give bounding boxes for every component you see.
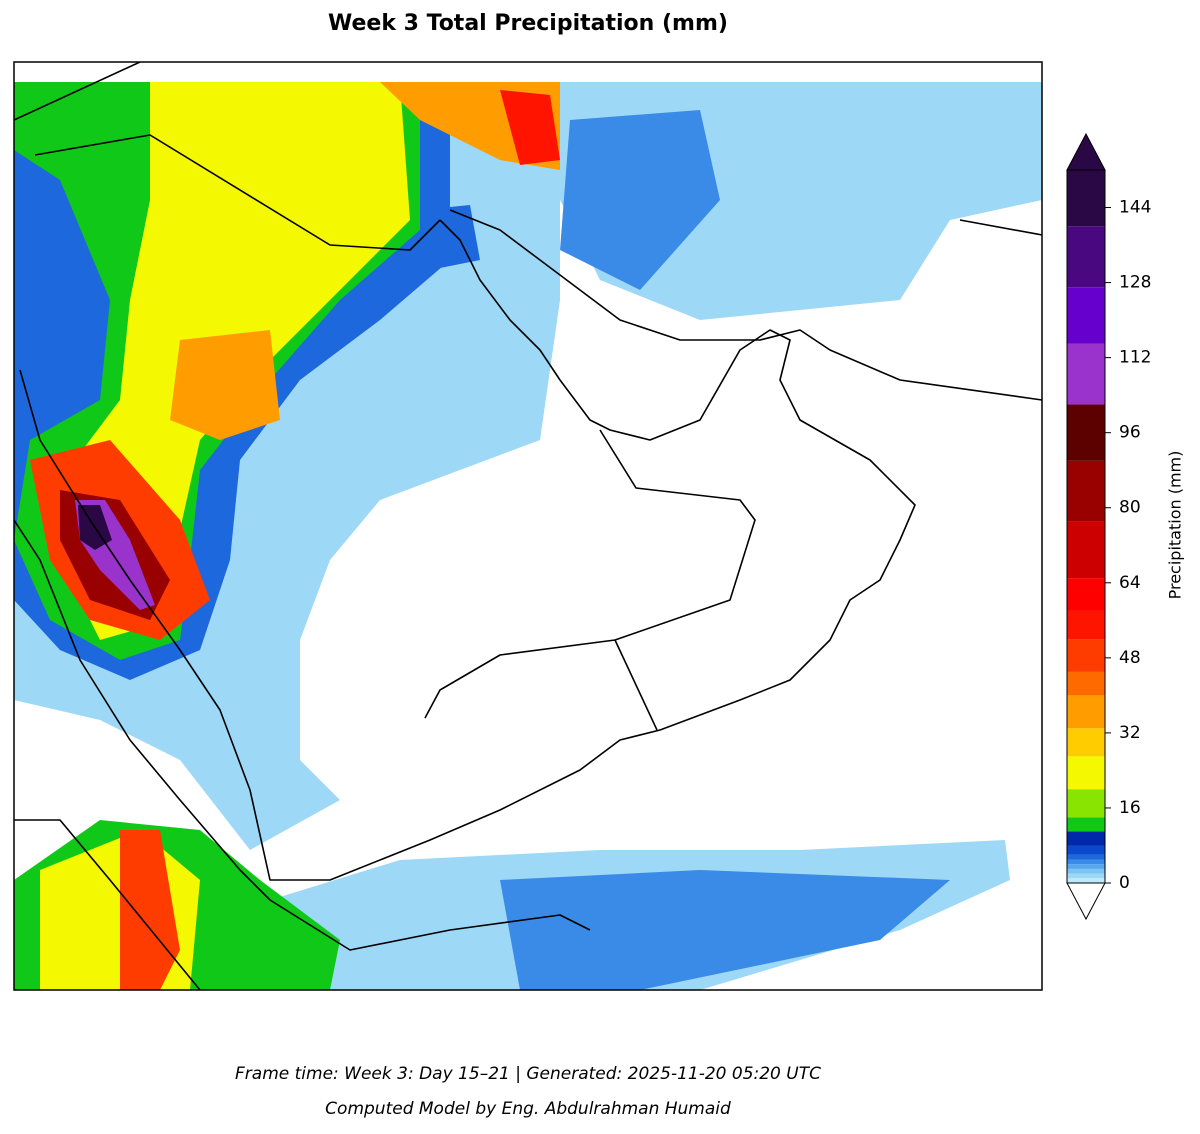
colorbar-extend-over	[1066, 132, 1106, 171]
colorbar-band	[1067, 226, 1105, 288]
colorbar-band	[1067, 578, 1105, 611]
colorbar-band	[1067, 671, 1105, 696]
colorbar-band	[1067, 864, 1105, 869]
colorbar-band	[1067, 878, 1105, 883]
colorbar-band	[1067, 845, 1105, 855]
colorbar-band	[1067, 854, 1105, 860]
colorbar-band	[1067, 873, 1105, 879]
colorbar-band	[1067, 817, 1105, 832]
colorbar-band	[1067, 343, 1105, 405]
colorbar-tick-label: 48	[1119, 648, 1141, 668]
footer-line: Frame time: Week 3: Day 15–21 | Generate…	[235, 1064, 821, 1084]
colorbar-tick-label: 128	[1119, 273, 1151, 293]
colorbar-tick-label: 96	[1119, 423, 1141, 443]
colorbar-band	[1067, 831, 1105, 846]
colorbar-band	[1067, 639, 1105, 672]
colorbar-band	[1067, 404, 1105, 461]
colorbar-band	[1067, 287, 1105, 344]
colorbar-tick-label: 16	[1119, 798, 1141, 818]
colorbar-label: Precipitation (mm)	[1166, 451, 1185, 600]
colorbar-extend-under	[1066, 882, 1106, 921]
colorbar-band	[1067, 460, 1105, 522]
colorbar-band	[1067, 521, 1105, 579]
colorbar-tick-label: 0	[1119, 873, 1130, 893]
colorbar-tick-label: 32	[1119, 723, 1141, 743]
map-frame	[13, 61, 1043, 991]
colorbar-band	[1067, 756, 1105, 790]
colorbar-band	[1067, 868, 1105, 874]
colorbar-frame	[1066, 169, 1106, 884]
colorbar-tick-label: 80	[1119, 498, 1141, 518]
colorbar-tick-label: 144	[1119, 198, 1151, 218]
footer-line: Computed Model by Eng. Abdulrahman Humai…	[325, 1099, 731, 1119]
colorbar-band	[1067, 695, 1105, 729]
title: Week 3 Total Precipitation (mm)	[328, 11, 728, 36]
colorbar-band	[1067, 859, 1105, 865]
colorbar-tick-label: 112	[1119, 348, 1151, 368]
colorbar-band	[1067, 610, 1105, 640]
colorbar-tick-label: 64	[1119, 573, 1141, 593]
colorbar-band	[1067, 170, 1105, 227]
map	[14, 62, 1042, 990]
colorbar-band	[1067, 728, 1105, 757]
colorbar-band	[1067, 789, 1105, 818]
